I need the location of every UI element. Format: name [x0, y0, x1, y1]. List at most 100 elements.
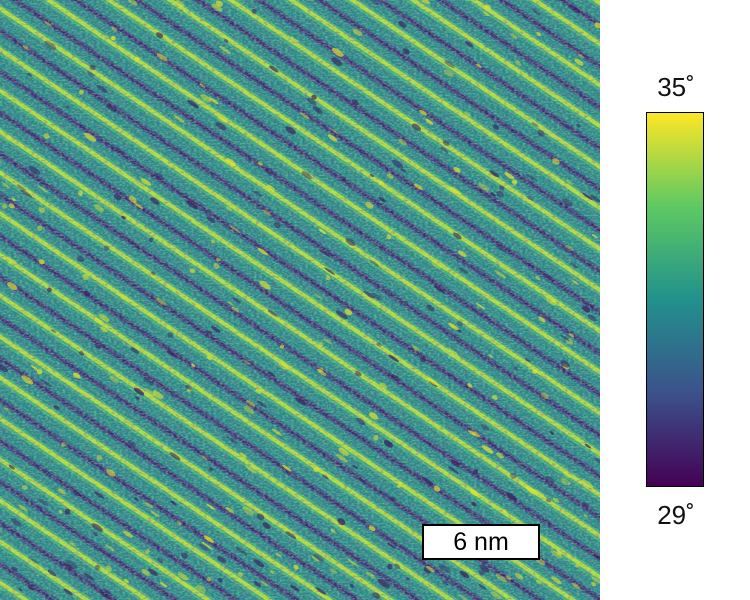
speckle: [265, 167, 274, 175]
speckle: [103, 589, 112, 595]
speckle: [110, 35, 116, 41]
speckle: [327, 134, 338, 142]
speckle: [211, 3, 223, 12]
speckle: [475, 302, 486, 310]
speckle: [217, 577, 223, 583]
speckle: [538, 316, 546, 323]
speckle: [338, 447, 349, 456]
speckle: [372, 592, 381, 599]
speckle: [476, 63, 482, 68]
speckle: [290, 584, 300, 592]
speckle: [489, 170, 499, 178]
speckle: [490, 591, 501, 600]
speckle: [281, 464, 292, 472]
speckle: [58, 488, 66, 495]
speckle: [166, 350, 178, 359]
speckle: [266, 184, 275, 192]
speckle: [285, 126, 296, 135]
speckle: [36, 225, 43, 232]
speckle: [499, 185, 505, 190]
speckle: [18, 504, 28, 512]
speckle: [232, 297, 241, 304]
speckle: [355, 417, 366, 426]
speckle: [22, 45, 29, 50]
speckle: [201, 455, 208, 461]
speckle: [465, 40, 474, 48]
speckle: [390, 496, 396, 502]
speckle: [441, 580, 449, 586]
speckle: [590, 195, 600, 203]
speckle: [584, 443, 592, 449]
speckle: [218, 116, 228, 124]
speckle: [571, 582, 581, 590]
speckle: [246, 400, 256, 407]
speckle: [134, 497, 139, 501]
speckle: [492, 124, 499, 130]
speckle: [565, 244, 573, 251]
speckle: [550, 550, 562, 559]
speckle: [457, 250, 467, 257]
speckle: [21, 375, 34, 385]
speckle: [255, 389, 262, 394]
speckle: [123, 530, 133, 538]
speckle: [260, 580, 269, 587]
speckle: [311, 555, 320, 562]
speckle: [405, 577, 410, 581]
speckle: [321, 474, 329, 480]
speckle: [301, 171, 312, 180]
speckle: [494, 244, 507, 253]
speckle: [105, 565, 112, 572]
speckle: [106, 469, 116, 477]
speckle: [177, 572, 189, 581]
speckle: [349, 584, 355, 588]
speckle: [113, 146, 125, 155]
speckle: [370, 0, 379, 6]
speckle: [226, 206, 233, 212]
speckle: [545, 476, 555, 484]
speckle: [63, 588, 73, 596]
speckle: [560, 360, 570, 368]
speckle: [419, 0, 430, 5]
speckle: [452, 232, 462, 240]
speckle: [293, 564, 299, 570]
speckle: [189, 268, 196, 274]
speckle: [587, 314, 597, 322]
speckle: [541, 392, 549, 399]
speckle: [386, 173, 394, 179]
speckle: [438, 564, 451, 574]
speckle: [156, 32, 164, 39]
speckle: [40, 379, 52, 388]
speckle: [217, 555, 227, 563]
speckle: [5, 136, 10, 141]
speckle: [154, 172, 164, 181]
speckle: [213, 263, 220, 269]
speckle: [259, 280, 271, 290]
speckle: [534, 489, 545, 497]
speckle: [199, 543, 209, 551]
speckle: [387, 542, 396, 549]
speckle: [546, 296, 557, 306]
speckle: [324, 267, 336, 275]
speckle: [177, 521, 182, 526]
speckle: [515, 572, 524, 580]
speckle: [551, 576, 562, 585]
speckle: [506, 492, 517, 501]
colorbar: [646, 112, 704, 487]
speckle: [91, 523, 103, 532]
speckle: [167, 332, 174, 338]
speckle: [412, 345, 420, 352]
speckle: [105, 104, 117, 113]
speckle: [536, 31, 542, 36]
speckle: [237, 571, 244, 577]
speckle: [78, 351, 85, 356]
speckle: [187, 99, 199, 109]
speckle: [549, 431, 555, 435]
speckle: [271, 428, 282, 436]
speckle: [1, 203, 8, 209]
speckle: [132, 201, 144, 210]
speckle: [512, 179, 518, 185]
speckle: [53, 404, 60, 410]
speckle: [509, 472, 517, 479]
speckle: [337, 518, 346, 526]
speckle: [20, 189, 33, 198]
